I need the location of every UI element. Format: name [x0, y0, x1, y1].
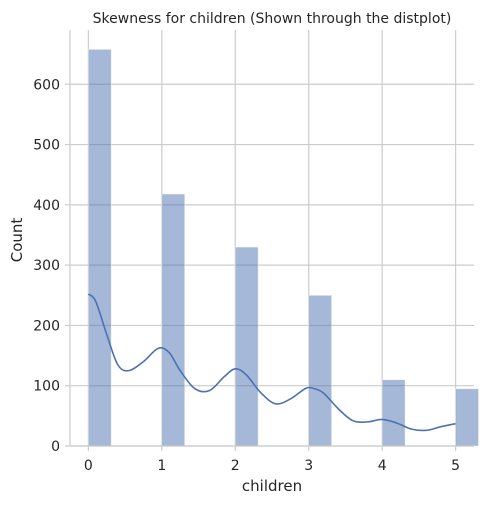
x-axis-label: children	[242, 477, 302, 495]
histogram-bar	[161, 193, 186, 447]
y-tick-label: 300	[33, 258, 60, 274]
histogram-bar	[87, 48, 112, 447]
label-layer: Skewness for children (Shown through the…	[8, 11, 451, 495]
histogram-bar	[381, 379, 406, 447]
axis-layer: 0 100 200 300 400 500 600 0 1 2 3 4 5	[33, 30, 474, 474]
histogram-bar	[308, 294, 333, 447]
y-tick-label: 200	[33, 318, 60, 334]
y-tick-label: 600	[33, 77, 60, 93]
y-axis-label: Count	[8, 218, 26, 263]
kde-layer	[87, 293, 456, 432]
histogram-bar	[234, 246, 259, 447]
y-tick-label: 500	[33, 138, 60, 154]
kde-curve	[87, 293, 456, 432]
bar-layer	[87, 48, 479, 447]
y-tick-label: 0	[51, 439, 60, 455]
chart-title: Skewness for children (Shown through the…	[93, 11, 452, 27]
x-tick-label: 0	[84, 458, 93, 474]
y-tick-label: 400	[33, 198, 60, 214]
x-tick-label: 2	[231, 458, 240, 474]
x-tick-label: 3	[304, 458, 313, 474]
x-tick-label: 1	[157, 458, 166, 474]
y-tick-label: 100	[33, 379, 60, 395]
x-tick-label: 4	[378, 458, 387, 474]
x-tick-label: 5	[451, 458, 460, 474]
grid-layer	[70, 30, 474, 447]
histogram-bar	[455, 388, 479, 447]
